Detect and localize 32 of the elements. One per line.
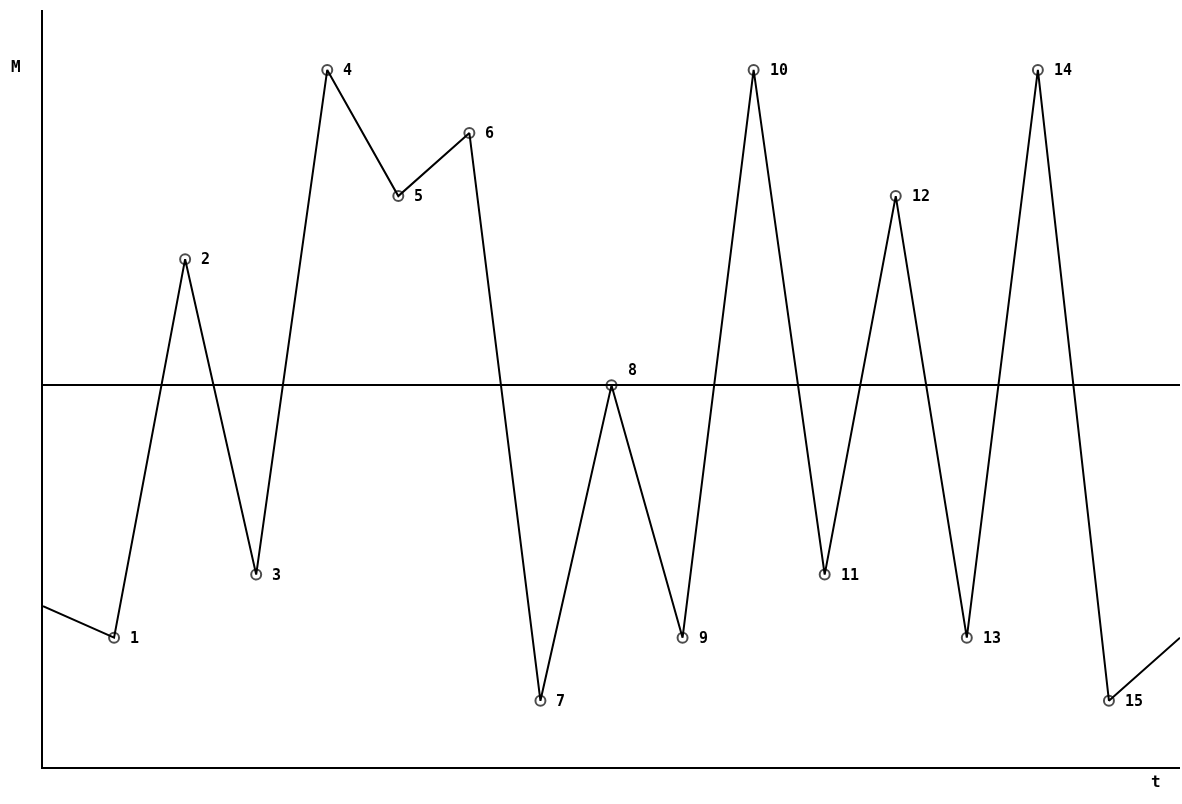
point	[818, 568, 831, 581]
point	[463, 127, 476, 140]
point	[321, 63, 334, 76]
annotation: 1	[130, 629, 140, 647]
annotation: 6	[485, 124, 495, 142]
annotation: 12	[912, 187, 931, 205]
point	[179, 253, 192, 266]
point	[250, 568, 263, 581]
annotation: 15	[1125, 692, 1144, 710]
annotation: 5	[414, 187, 424, 205]
point	[747, 63, 760, 76]
point	[1102, 694, 1115, 707]
x-axis-title: t	[1151, 772, 1161, 791]
annotation: 7	[556, 692, 566, 710]
annotation: 3	[272, 566, 282, 584]
annotation: 10	[770, 61, 789, 79]
annotation: 11	[841, 566, 860, 584]
point	[960, 631, 973, 644]
point	[676, 631, 689, 644]
annotation: 4	[343, 61, 353, 79]
point	[889, 190, 902, 203]
annotation: 8	[628, 361, 638, 379]
point	[605, 379, 618, 392]
point	[392, 190, 405, 203]
point	[108, 631, 121, 644]
y-axis-title: M	[11, 57, 21, 76]
annotation: 14	[1054, 61, 1073, 79]
point	[534, 694, 547, 707]
annotation: 9	[699, 629, 709, 647]
point	[1031, 63, 1044, 76]
annotation: 13	[983, 629, 1002, 647]
annotation: 2	[201, 250, 211, 268]
